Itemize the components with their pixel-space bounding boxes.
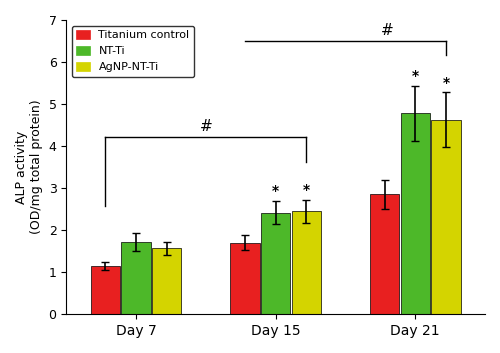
Bar [91,266,120,314]
Text: *: * [303,183,310,197]
Text: #: # [200,119,212,134]
Text: *: * [412,70,419,83]
Text: *: * [272,184,279,198]
Y-axis label: ALP activity
(OD/mg total protein): ALP activity (OD/mg total protein) [15,100,43,234]
Bar [400,113,430,314]
Text: *: * [442,76,450,90]
Bar [122,242,150,314]
Text: #: # [381,24,394,38]
Bar [152,248,182,314]
Bar [292,211,321,314]
Bar [370,195,399,314]
Bar [261,213,290,314]
Bar [432,120,460,314]
Legend: Titanium control, NT-Ti, AgNP-NT-Ti: Titanium control, NT-Ti, AgNP-NT-Ti [72,25,194,77]
Bar [230,243,260,314]
